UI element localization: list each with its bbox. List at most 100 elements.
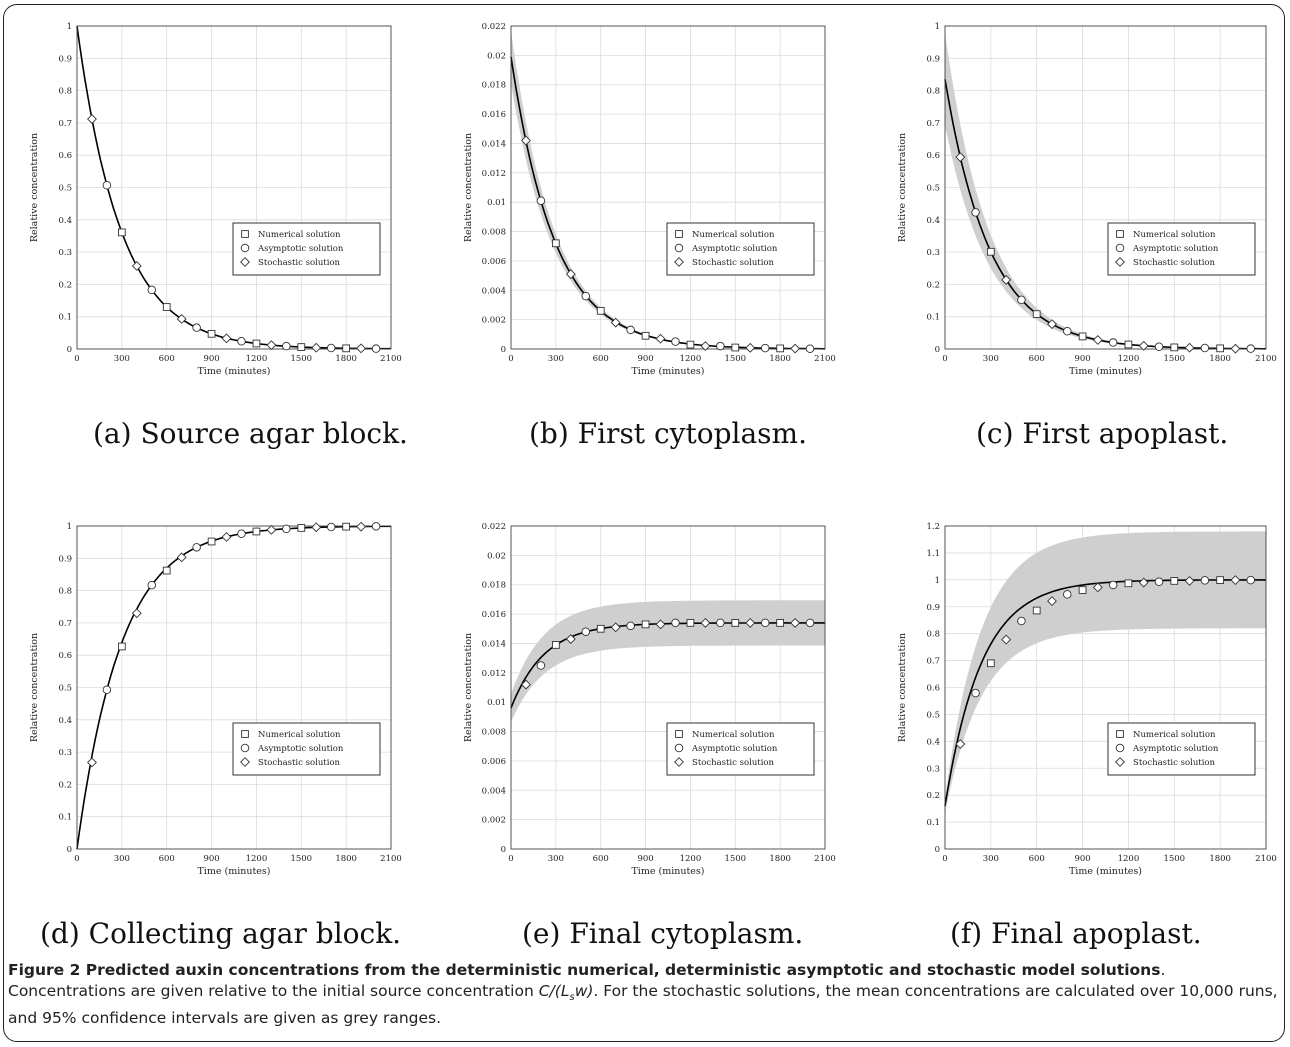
legend-label: Asymptotic solution	[691, 744, 778, 754]
legend-label: Asymptotic solution	[1132, 744, 1219, 754]
solution-curve	[944, 579, 1266, 807]
marker-diamond	[700, 617, 711, 628]
legend-marker-diamond	[674, 257, 684, 267]
y-tick-label: 0	[67, 845, 72, 855]
y-tick-label: 0.2	[926, 280, 940, 290]
x-tick-label: 1200	[1118, 354, 1140, 364]
confidence-band	[945, 33, 1266, 349]
marker-circle	[671, 337, 680, 346]
y-tick-label: 0	[501, 845, 506, 855]
x-tick-label: 600	[593, 354, 609, 364]
y-tick-label: 0.022	[482, 22, 506, 32]
plot-frame	[76, 25, 392, 350]
x-tick-label: 1500	[1163, 854, 1185, 864]
marker-circle	[626, 621, 635, 631]
marker-square	[162, 303, 171, 311]
marker-square	[731, 619, 740, 627]
marker-square	[552, 641, 560, 649]
y-tick-label: 0.9	[58, 554, 72, 564]
marker-circle	[237, 336, 246, 346]
y-tick-label: 0.02	[487, 51, 506, 61]
caption-d: (d) Collecting agar block.	[40, 917, 402, 950]
x-tick-label: 1200	[246, 354, 268, 364]
chart-c: 0 0.1 0.2 0.3 0.4 0.5 0.6 0.7 0.8 0.9 1 0 300 600 900 1…	[897, 22, 1277, 377]
y-tick-label: 0.4	[58, 216, 72, 226]
y-tick-label: 0.006	[482, 257, 506, 267]
legend-marker-circle	[1115, 743, 1125, 753]
x-tick-label: 600	[159, 854, 175, 864]
x-axis-label: Time (minutes)	[631, 866, 704, 877]
marker-circle	[147, 285, 157, 295]
figure-caption-title: Figure 2 Predicted auxin concentrations …	[8, 961, 1161, 979]
x-tick-label: 0	[74, 354, 79, 364]
legend-marker-circle	[674, 743, 684, 753]
marker-square	[207, 329, 216, 338]
caption-f: (f) Final apoplast.	[950, 917, 1202, 950]
marker-circle	[805, 618, 815, 628]
marker-diamond	[356, 521, 367, 532]
y-tick-label: 0.2	[926, 791, 940, 801]
legend-box	[1107, 722, 1256, 776]
solution-curve	[76, 25, 391, 350]
x-tick-label: 600	[159, 354, 175, 364]
legend-label: Asymptotic solution	[1132, 244, 1219, 254]
x-tick-label: 300	[114, 854, 130, 864]
marker-square	[596, 624, 605, 633]
marker-square	[297, 343, 306, 351]
marker-circle	[1017, 295, 1026, 305]
legend: Numerical solution Asymptotic solution Sto…	[232, 222, 381, 276]
marker-circle	[536, 196, 546, 205]
marker-square	[641, 331, 650, 340]
chart-f: 0 0.1 0.2 0.3 0.4 0.5 0.6 0.7 0.8 0.9 1 1.1 1.2 0 300 6…	[897, 522, 1277, 877]
marker-square	[252, 339, 261, 348]
marker-circle	[760, 343, 770, 353]
y-tick-label: 0.02	[487, 551, 506, 561]
solution-curve	[944, 79, 1266, 350]
marker-square	[1216, 344, 1224, 353]
y-tick-label: 0.5	[926, 710, 940, 720]
marker-square	[776, 619, 784, 627]
marker-square	[297, 524, 306, 532]
legend-marker-circle	[674, 243, 684, 253]
x-tick-label: 600	[1029, 354, 1045, 364]
y-tick-label: 0.016	[482, 610, 506, 620]
marker-circle	[1154, 577, 1164, 586]
x-tick-label: 1800	[1209, 354, 1231, 364]
legend-label: Numerical solution	[692, 730, 775, 740]
marker-diamond	[176, 552, 187, 563]
x-tick-label: 0	[942, 854, 947, 864]
legend-marker-diamond	[240, 257, 250, 267]
marker-diamond	[1138, 340, 1149, 351]
legend-marker-circle	[1115, 243, 1125, 253]
marker-square	[987, 247, 995, 256]
legend-box	[232, 722, 381, 776]
marker-diamond	[955, 152, 966, 163]
confidence-band	[511, 30, 825, 349]
caption-e: (e) Final cytoplasm.	[522, 917, 804, 950]
marker-circle	[1246, 575, 1255, 585]
y-tick-label: 0.1	[926, 818, 940, 828]
marker-square	[162, 566, 171, 575]
y-tick-label: 0.012	[482, 669, 506, 679]
legend: Numerical solution Asymptotic solution Sto…	[1107, 222, 1256, 276]
marker-circle	[581, 291, 591, 301]
y-tick-label: 0.018	[482, 81, 506, 91]
y-tick-label: 0.4	[926, 737, 940, 747]
legend-box	[232, 222, 381, 276]
x-tick-label: 1500	[1163, 354, 1185, 364]
legend-label: Numerical solution	[258, 230, 341, 240]
y-tick-label: 0.6	[58, 651, 72, 661]
y-tick-label: 1	[935, 22, 940, 32]
marker-diamond	[521, 135, 531, 146]
marker-square	[207, 537, 216, 546]
x-tick-label: 1500	[290, 354, 312, 364]
legend: Numerical solution Asymptotic solution Sto…	[232, 722, 381, 776]
caption-c: (c) First apoplast.	[976, 417, 1229, 450]
y-axis-label: Relative concentration	[897, 133, 908, 242]
marker-circle	[1063, 326, 1072, 336]
legend-label: Stochastic solution	[692, 258, 775, 268]
confidence-band	[945, 531, 1266, 814]
x-axis-label: Time (minutes)	[1069, 366, 1142, 377]
marker-circle	[147, 580, 157, 590]
marker-circle	[671, 618, 680, 628]
